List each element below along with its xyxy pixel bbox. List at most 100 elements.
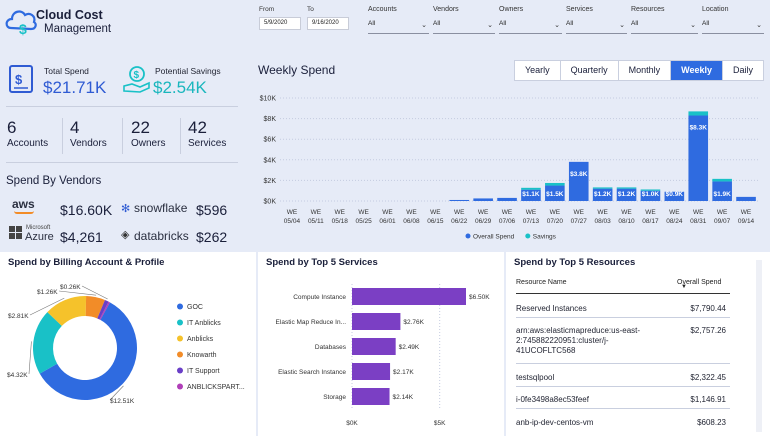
spend-bar[interactable]: [712, 181, 732, 201]
legend-label[interactable]: GOC: [187, 304, 203, 311]
table-row[interactable]: arn:aws:elasticmapreduce:us-east- 2:7458…: [516, 326, 730, 364]
savings-bar[interactable]: [545, 182, 565, 186]
spend-bar[interactable]: [497, 197, 517, 201]
spend-bar[interactable]: [616, 188, 637, 201]
legend-label[interactable]: ANBLICKSPART...: [187, 384, 245, 391]
to-date-input[interactable]: 9/16/2020: [307, 17, 349, 30]
count-services: 42 Services: [188, 118, 226, 149]
savings-bar[interactable]: [712, 178, 732, 182]
x-tick-label: WE: [526, 209, 537, 216]
microsoft-icon: [9, 226, 22, 239]
chevron-down-icon: ⌄: [554, 22, 560, 29]
count-value: 42: [188, 118, 207, 137]
x-tick-label: 07/06: [499, 218, 516, 225]
slice-label: $1.26K: [37, 289, 58, 296]
category-label: Storage: [323, 394, 346, 401]
table-scrollbar[interactable]: [756, 260, 762, 432]
tab-daily[interactable]: Daily: [733, 65, 754, 75]
table-row[interactable]: testsqlpool $2,322.45: [516, 373, 730, 387]
filter-dropdown[interactable]: All ⌄: [566, 20, 627, 34]
x-tick-label: WE: [550, 209, 561, 216]
services-title: Spend by Top 5 Services: [266, 257, 378, 268]
y-tick-label: $4K: [264, 157, 277, 164]
legend-label[interactable]: Knowarth: [187, 352, 217, 359]
filter-value: All: [631, 20, 639, 27]
donut-slice[interactable]: [47, 296, 87, 326]
savings-bar[interactable]: [616, 187, 637, 189]
donut-slice[interactable]: [99, 301, 110, 320]
x-tick-label: 05/25: [356, 218, 373, 225]
donut-slice[interactable]: [85, 296, 105, 319]
spend-bar[interactable]: [568, 161, 589, 201]
slice-label: $4.32K: [7, 372, 28, 379]
y-tick-label: $2K: [264, 178, 277, 185]
service-bar[interactable]: [352, 313, 401, 330]
count-value: 6: [7, 118, 17, 137]
tab-quarterly[interactable]: Quarterly: [561, 61, 619, 80]
service-bar[interactable]: [352, 388, 390, 405]
tab-monthly[interactable]: Monthly: [619, 61, 672, 80]
service-bar[interactable]: [352, 363, 391, 380]
savings-bar[interactable]: [688, 111, 709, 116]
spend-bar[interactable]: [688, 115, 709, 201]
legend-marker: [177, 303, 183, 310]
resource-name-line: 41UCOFLTC568: [516, 346, 576, 355]
count-value: 22: [131, 118, 150, 137]
app-logo: $ Cloud Cost Management: [4, 2, 144, 42]
filter-dropdown[interactable]: All ⌄: [433, 20, 495, 34]
x-tick-label: 05/04: [284, 218, 301, 225]
category-label: Elastic Search Instance: [278, 369, 346, 376]
invoice-icon: $: [9, 65, 33, 93]
filter-label: Resources: [631, 6, 665, 13]
x-tick-label: WE: [741, 209, 752, 216]
from-date-input[interactable]: 5/9/2020: [259, 17, 301, 30]
legend-label[interactable]: IT Support: [187, 368, 220, 375]
table-row[interactable]: anb-ip-dev-centos-vm $608.23: [516, 418, 730, 432]
resource-name-line: arn:aws:elasticmapreduce:us-east-: [516, 326, 641, 335]
divider: [6, 162, 238, 163]
bar-data-label: $1.2K: [594, 191, 612, 198]
savings-bar[interactable]: [640, 189, 661, 191]
table-row[interactable]: Reserved Instances $7,790.44: [516, 304, 730, 318]
x-tick-label: WE: [717, 209, 728, 216]
donut-slice[interactable]: [39, 302, 137, 400]
legend-label[interactable]: Anblicks: [187, 336, 214, 343]
legend-label: Overall Spend: [473, 234, 515, 241]
savings-bar[interactable]: [592, 187, 613, 189]
legend-marker: [177, 367, 183, 374]
filter-dropdown[interactable]: All ⌄: [631, 20, 698, 34]
filter-dropdown[interactable]: All ⌄: [368, 20, 429, 34]
y-tick-label: $8K: [264, 116, 277, 123]
snowflake-icon: ✻: [121, 203, 131, 215]
filter-label: Services: [566, 6, 593, 13]
filter-dropdown[interactable]: All ⌄: [702, 20, 764, 34]
col-overall-spend[interactable]: Overall Spend: [677, 279, 722, 286]
table-row[interactable]: i-0fe3498a8ec53feef $1,146.91: [516, 395, 730, 409]
resource-name-line: 2:745882220951:cluster/j-: [516, 336, 609, 345]
spend-bar[interactable]: [449, 199, 470, 201]
filter-dropdown[interactable]: All ⌄: [499, 20, 562, 34]
spend-bar[interactable]: [664, 191, 685, 201]
cloud-dollar-icon: $: [5, 10, 37, 37]
tab-yearly[interactable]: Yearly: [515, 61, 561, 80]
donut-slice[interactable]: [33, 312, 62, 374]
x-tick-label: $0K: [346, 420, 358, 427]
col-resource-name[interactable]: Resource Name: [516, 279, 567, 286]
spend-bar[interactable]: [473, 198, 493, 201]
legend-label[interactable]: IT Anblicks: [187, 320, 221, 327]
count-value: 4: [70, 118, 80, 137]
sort-desc-icon[interactable]: ▼: [681, 284, 687, 290]
app-subtitle: Management: [44, 23, 112, 35]
savings-bar[interactable]: [521, 187, 541, 190]
service-bar[interactable]: [352, 338, 396, 355]
spend-bar[interactable]: [736, 196, 756, 201]
service-bar[interactable]: [352, 288, 466, 305]
donut-slice[interactable]: [97, 299, 109, 320]
resource-amount: $1,146.91: [690, 395, 726, 404]
spend-bar[interactable]: [592, 188, 613, 201]
spend-bar[interactable]: [521, 189, 541, 201]
spend-bar[interactable]: [640, 190, 661, 201]
tab-weekly[interactable]: Weekly: [671, 61, 724, 80]
legend-marker: [177, 319, 183, 326]
spend-bar[interactable]: [545, 185, 565, 201]
